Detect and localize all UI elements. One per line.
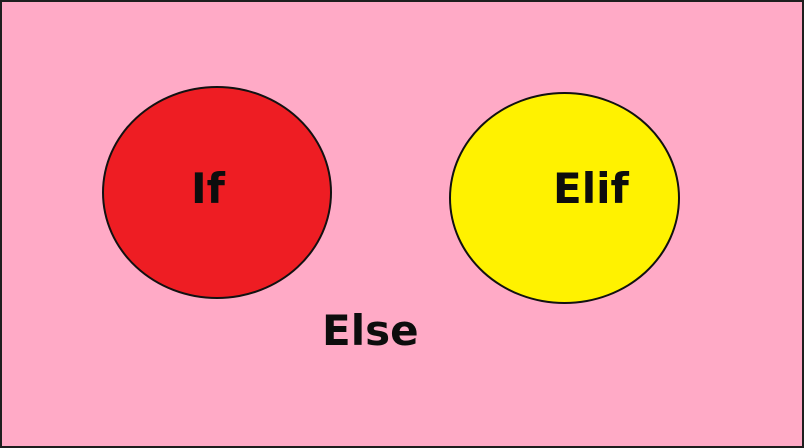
elif-circle bbox=[449, 92, 680, 304]
else-label: Else bbox=[322, 306, 419, 355]
if-label: If bbox=[191, 164, 225, 213]
if-circle bbox=[102, 86, 332, 299]
elif-label: Elif bbox=[553, 164, 629, 213]
